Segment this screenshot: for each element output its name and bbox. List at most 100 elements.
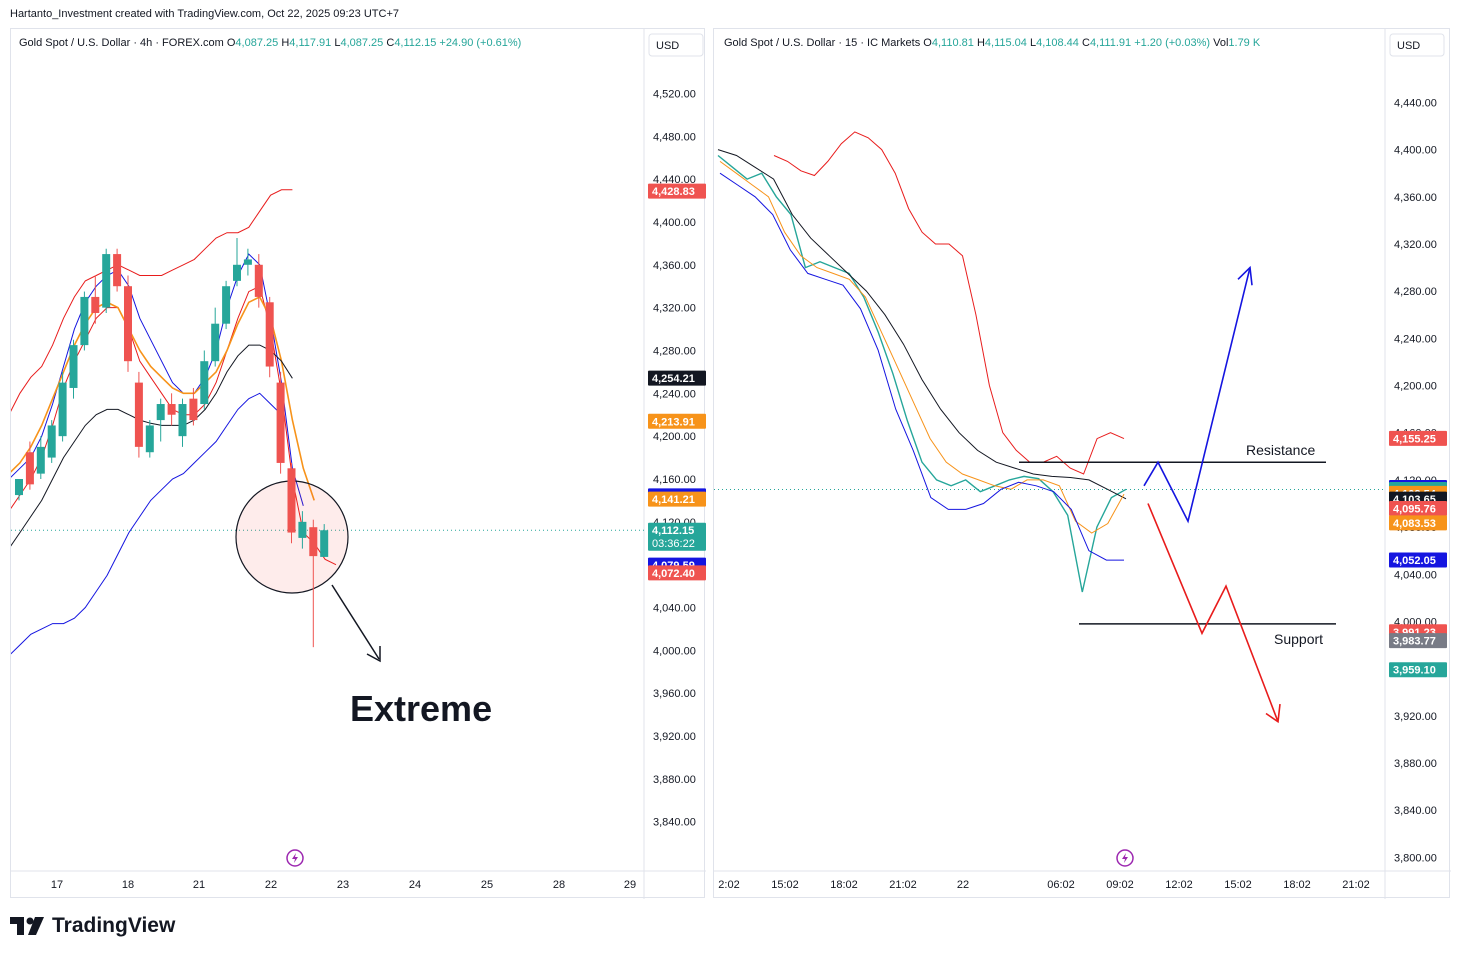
series-black-MA [8, 344, 293, 549]
legend-part: 1.79 K [1228, 37, 1260, 49]
x-tick-label: 18:02 [1283, 879, 1311, 891]
event-icon [1116, 849, 1134, 867]
legend-part: H [281, 37, 289, 49]
y-tick-label: 4,280.00 [1394, 286, 1437, 298]
candle-body [69, 345, 78, 388]
series-price [717, 154, 1127, 593]
price-label-badge [648, 183, 706, 199]
event-bolt-icon [1122, 853, 1128, 863]
legend-part: 4,112.15 [394, 37, 436, 49]
y-tick-label: 3,880.00 [1394, 758, 1437, 770]
y-tick-label: 4,240.00 [1394, 333, 1437, 345]
price-label-badge [648, 491, 706, 507]
legend-part: 4,111.91 [1090, 37, 1131, 49]
legend-part: 4,117.91 [289, 37, 331, 49]
left-chart-frame: Gold Spot / U.S. Dollar · 4h · FOREX.com… [8, 28, 706, 899]
x-tick-label: 22 [265, 879, 277, 891]
chart-4h[interactable]: Gold Spot / U.S. Dollar · 4h · FOREX.com… [8, 29, 706, 899]
x-tick-label: 21:02 [1342, 879, 1370, 891]
currency-label: USD [1397, 40, 1420, 52]
chart-credit: Hartanto_Investment created with Trading… [10, 8, 399, 20]
price-label: 4,428.83 [652, 186, 695, 198]
x-tick-label: 24 [409, 879, 421, 891]
legend-part: 4,087.25 [340, 37, 383, 49]
brand-name: TradingView [52, 914, 176, 937]
x-tick-label: 23 [337, 879, 349, 891]
chart-15m[interactable]: Gold Spot / U.S. Dollar · 15 · IC Market… [714, 29, 1451, 899]
x-tick-label: 28 [553, 879, 565, 891]
candle-body [287, 468, 296, 533]
series-lower-band-blue [8, 392, 282, 657]
x-tick-label: 21:02 [889, 879, 917, 891]
candle-body [200, 361, 209, 405]
y-tick-label: 4,480.00 [653, 131, 696, 143]
candle-body [156, 404, 165, 421]
price-label-badge [1389, 633, 1447, 649]
series-orange-MA [8, 295, 315, 501]
candle-body [80, 296, 89, 346]
price-label: 4,095.76 [1393, 503, 1436, 515]
legend-part: L [334, 37, 340, 49]
tradingview-brand: TradingView [10, 914, 175, 938]
scenario-up-path [1143, 267, 1251, 524]
candle-body [276, 382, 285, 463]
legend-part: +24.90 (+0.61%) [439, 37, 521, 49]
y-tick-label: 4,040.00 [1394, 569, 1437, 581]
extreme-arrow [331, 584, 380, 660]
y-tick-label: 3,840.00 [653, 817, 696, 829]
y-tick-label: 4,040.00 [653, 603, 696, 615]
x-tick-label: 18 [122, 879, 134, 891]
legend-part: 4,115.04 [985, 37, 1027, 49]
y-tick-label: 3,840.00 [1394, 805, 1437, 817]
x-tick-label: 21 [193, 879, 205, 891]
price-label: 4,141.21 [652, 494, 695, 506]
x-tick-label: 15:02 [1224, 879, 1252, 891]
candle-body [58, 382, 67, 437]
y-tick-label: 3,800.00 [1394, 852, 1437, 864]
x-tick-label: 2:02 [718, 879, 739, 891]
price-label-timer: 03:36:22 [652, 538, 695, 550]
series-upper-band [8, 189, 293, 415]
legend: Gold Spot / U.S. Dollar · 4h · FOREX.com… [19, 37, 521, 49]
series-orange-MA [719, 160, 1125, 534]
event-icon [286, 849, 304, 867]
price-label: 3,959.10 [1393, 665, 1436, 677]
price-label-badge [648, 522, 706, 551]
legend-part: 4,087.25 [235, 37, 278, 49]
candle-body [233, 264, 241, 281]
price-label: 4,072.40 [652, 568, 695, 580]
y-tick-label: 3,920.00 [653, 731, 696, 743]
support-label: Support [1274, 631, 1323, 647]
x-tick-label: 12:02 [1165, 879, 1193, 891]
candle-body [298, 521, 307, 538]
y-tick-label: 4,200.00 [653, 431, 696, 443]
legend-part: 4,108.44 [1036, 37, 1079, 49]
y-tick-label: 4,440.00 [1394, 97, 1437, 109]
candle-body [243, 259, 252, 265]
legend-part: L [1030, 37, 1036, 49]
price-label-badge [1389, 500, 1447, 516]
y-tick-label: 4,200.00 [1394, 381, 1437, 393]
x-tick-label: 18:02 [830, 879, 858, 891]
event-bolt-icon [292, 853, 298, 863]
y-tick-label: 4,000.00 [653, 645, 696, 657]
y-tick-label: 4,240.00 [653, 388, 696, 400]
y-tick-label: 4,280.00 [653, 345, 696, 357]
y-tick-label: 3,960.00 [653, 688, 696, 700]
y-tick-label: 4,320.00 [653, 303, 696, 315]
candle-body [102, 254, 111, 308]
right-chart-frame: Gold Spot / U.S. Dollar · 15 · IC Market… [713, 28, 1451, 899]
y-tick-label: 4,160.00 [653, 474, 696, 486]
price-label-badge [648, 370, 706, 386]
legend-part: C [386, 37, 394, 49]
price-label: 4,254.21 [652, 373, 695, 385]
y-tick-label: 3,920.00 [1394, 711, 1437, 723]
legend-part: Gold Spot / U.S. Dollar · 15 · IC Market… [724, 37, 921, 49]
price-label-badge [1389, 662, 1447, 678]
price-label-badge [1389, 552, 1447, 568]
candle-body [36, 446, 45, 474]
candle-body [211, 323, 220, 362]
currency-box [648, 33, 704, 57]
currency-label: USD [656, 40, 679, 52]
candle-body [91, 296, 100, 313]
